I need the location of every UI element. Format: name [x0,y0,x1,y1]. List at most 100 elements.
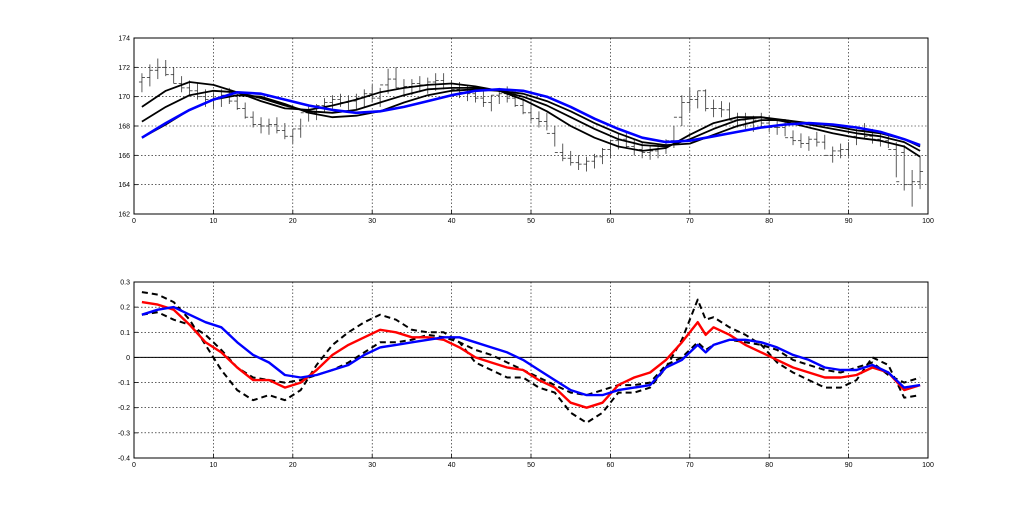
ohlc-bar [710,99,717,118]
ohlc-bar [146,64,153,87]
ohlc-bar [297,112,304,138]
ohlc-bar [480,90,487,107]
x-tick-label: 70 [686,218,694,225]
ohlc-bar [488,94,495,112]
y-tick-label: 0.2 [120,305,130,312]
ohlc-bar [782,120,789,139]
ohlc-bar [234,93,241,110]
ohlc-bar [289,128,296,144]
x-tick-label: 60 [607,462,615,469]
x-tick-label: 10 [210,218,218,225]
ohlc-bar [829,146,836,163]
ohlc-bar [647,145,654,160]
ohlc-bar [901,145,908,191]
ohlc-bar [385,68,392,94]
y-tick-label: -0.4 [118,456,130,463]
ohlc-bar [583,156,590,172]
ohlc-bar [797,133,804,148]
ohlc-bar [535,111,542,128]
ohlc-bar [281,123,288,140]
x-tick-label: 0 [132,462,136,469]
ohlc-bar [265,118,272,135]
ohlc-bar [273,117,280,134]
series-line-3 [141,300,921,409]
ohlc-bar [774,120,781,135]
series-line-4 [141,305,921,397]
x-tick-label: 90 [845,218,853,225]
y-tick-label: -0.3 [118,430,130,437]
ohlc-bar [805,136,812,151]
ohlc-bar [575,155,582,170]
x-tick-label: 50 [527,218,535,225]
ohlc-bar [790,130,797,146]
ohlc-bar [726,102,733,121]
ohlc-bar [591,153,598,169]
price-panel: 0 10 20 30 40 50 60 70 80 90 100 162 164 166 168 170 172… [118,36,934,226]
ohlc-bar [678,95,685,126]
y-tick-label: 172 [118,65,130,72]
ohlc-bar [917,156,924,190]
x-tick-label: 90 [845,462,853,469]
ohlc-bar [813,131,820,147]
x-tick-label: 20 [289,462,297,469]
y-tick-label: 162 [118,212,130,219]
ohlc-bar [194,83,201,100]
y-tick-label: 166 [118,153,130,160]
ohlc-bar [432,73,439,91]
x-tick-label: 0 [132,218,136,225]
ohlc-bar [250,111,257,128]
x-tick-label: 30 [368,462,376,469]
ohlc-bar [694,90,701,109]
ohlc-bar [623,131,630,148]
x-tick-label: 100 [922,462,934,469]
x-tick-label: 50 [527,462,535,469]
ohlc-bar [543,112,550,134]
ohlc-bar [321,98,328,113]
x-tick-label: 60 [607,218,615,225]
ohlc-bar [258,117,265,134]
ohlc-bar [893,142,900,183]
x-tick-label: 40 [448,218,456,225]
ohlc-bar [909,170,916,207]
ohlc-bar [170,67,177,84]
x-tick-label: 10 [210,462,218,469]
x-tick-label: 80 [765,218,773,225]
ohlc-bar [393,67,400,89]
oscillator-panel: 0 10 20 30 40 50 60 70 80 90 100 -0.4 -0.3 -0.2 -0.1 0 0… [118,280,934,470]
ohlc-bar [520,98,527,115]
x-tick-label: 40 [448,462,456,469]
ohlc-bar [154,58,161,80]
ohlc-bar [686,87,693,112]
y-tick-label: 164 [118,182,130,189]
series-line-3 [141,88,921,148]
ohlc-bar [599,148,606,165]
ohlc-bar [329,95,336,110]
y-tick-label: 174 [118,36,130,43]
ohlc-bar [551,126,558,153]
y-tick-label: -0.1 [118,380,130,387]
x-tick-label: 20 [289,218,297,225]
ohlc-bar [162,60,169,77]
ohlc-bar [821,134,828,156]
y-tick-label: 0 [126,355,130,362]
ohlc-bar [138,73,145,93]
y-tick-label: 168 [118,124,130,131]
ohlc-bar [567,150,574,166]
ohlc-bar [837,143,844,159]
y-tick-label: 0.1 [120,330,130,337]
series-line-1 [141,291,921,424]
series-line-4 [141,88,921,147]
x-tick-label: 80 [765,462,773,469]
x-tick-label: 100 [922,218,934,225]
ohlc-bar [242,102,249,119]
ohlc-bar [186,80,193,97]
ohlc-bar [369,84,376,103]
ohlc-bar [559,143,566,162]
x-tick-label: 70 [686,462,694,469]
ohlc-bar [718,101,725,118]
y-tick-label: -0.2 [118,405,130,412]
ohlc-bar [528,105,534,122]
y-tick-label: 170 [118,94,130,101]
